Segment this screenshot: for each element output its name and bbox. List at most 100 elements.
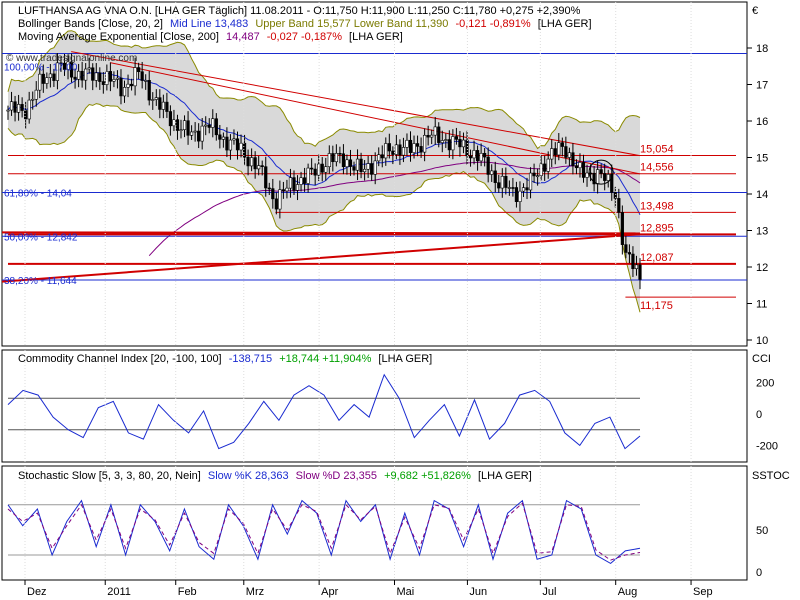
candle-body <box>581 162 586 178</box>
candle-body <box>606 174 610 181</box>
candle-body <box>235 138 240 151</box>
candle-body <box>507 187 511 189</box>
candle-body <box>377 154 381 162</box>
bb-mid: Mid Line 13,483 <box>170 18 248 30</box>
candle-body <box>564 146 568 158</box>
candle-body <box>77 70 81 80</box>
candle-body <box>45 77 49 84</box>
bollinger-upper-line <box>7 30 641 150</box>
candle-body <box>536 175 540 178</box>
bollinger-mid-line <box>7 71 641 216</box>
candle-body <box>543 163 547 172</box>
candle-body <box>221 136 225 140</box>
candle-body <box>465 139 469 157</box>
candle-body <box>500 175 504 189</box>
candle-body <box>366 163 370 170</box>
candle-body <box>560 142 564 147</box>
candle-body <box>94 72 98 81</box>
candle-body <box>204 124 208 127</box>
candle-body <box>253 157 257 170</box>
candle-body <box>387 143 391 152</box>
candle-body <box>193 130 197 133</box>
candle-body <box>504 175 508 188</box>
stoch-change: +9,682 +51,826% <box>384 470 471 482</box>
candle-body <box>147 80 151 101</box>
candle-body <box>574 165 579 169</box>
price-tick-label: 15 <box>756 153 768 165</box>
candle-body <box>408 139 413 153</box>
candle-body <box>16 104 21 113</box>
level-label: 15,054 <box>640 144 674 156</box>
candle-body <box>363 168 367 173</box>
candle-body <box>122 87 127 97</box>
candle-body <box>232 138 236 141</box>
candle-body <box>179 129 183 131</box>
cci-change: +18,744 +11,904% <box>279 353 371 365</box>
candle-body <box>13 101 17 113</box>
candle-body <box>490 170 494 175</box>
candle-body <box>341 153 346 168</box>
candle-body <box>624 244 628 253</box>
candle-body <box>257 165 261 170</box>
level-label: 12,087 <box>640 252 674 264</box>
candle-body <box>274 198 278 210</box>
candle-body <box>447 139 451 151</box>
month-label: Sep <box>693 586 713 598</box>
candle-body <box>373 160 377 175</box>
candle-body <box>115 77 120 80</box>
candle-body <box>338 153 342 155</box>
candle-body <box>91 67 95 81</box>
candle-body <box>24 110 28 120</box>
candle-body <box>511 187 515 189</box>
stoch-tick-label: 0 <box>756 567 762 579</box>
bollinger-band-fill <box>8 30 640 313</box>
svg-text:Stochastic Slow [5, 3, 3, 80,: Stochastic Slow [5, 3, 3, 80, 20, Nein] … <box>18 470 532 482</box>
candle-body <box>603 173 607 181</box>
candle-body <box>98 72 102 82</box>
candle-body <box>285 187 289 192</box>
candle-body <box>48 73 52 78</box>
fib-label: 61,80% - 14,04 <box>4 189 72 200</box>
price-tick-label: 17 <box>756 80 768 92</box>
candle-body <box>430 134 434 138</box>
candle-body <box>415 143 420 147</box>
stoch-title: Stochastic Slow [5, 3, 3, 80, 20, Nein] <box>18 470 201 482</box>
candle-body <box>380 154 384 159</box>
candle-body <box>550 148 554 160</box>
candle-body <box>313 168 317 176</box>
candle-body <box>483 152 487 158</box>
trendline-upper-1 <box>71 51 641 157</box>
candle-body <box>437 126 441 143</box>
price-tick-label: 18 <box>756 43 768 55</box>
stoch-k-line <box>7 499 641 565</box>
candle-body <box>207 124 211 128</box>
candle-body <box>433 126 437 136</box>
bb-title: Bollinger Bands [Close, 20, 2] <box>18 18 163 30</box>
candle-body <box>62 62 67 70</box>
candle-body <box>486 156 490 175</box>
candle-body <box>398 144 402 156</box>
candle-body <box>479 152 483 162</box>
price-tick-label: 16 <box>756 116 768 128</box>
candle-body <box>175 119 180 131</box>
cci-line <box>7 373 641 450</box>
level-line-12-9 <box>1 231 641 235</box>
stoch-axis-label: SSTOC <box>752 470 790 482</box>
axes: 18 17 16 15 14 13 12 11 10 200 0 -200 50 0 Dez 2011 Feb M… <box>24 2 778 598</box>
candle-body <box>571 152 575 166</box>
candle-body <box>34 89 38 100</box>
candle-body <box>345 159 349 168</box>
candle-body <box>165 101 169 112</box>
candle-body <box>596 169 600 185</box>
candle-body <box>20 104 24 111</box>
month-label: Jul <box>542 586 556 598</box>
candle-body <box>352 166 356 171</box>
stoch-plot <box>7 499 641 565</box>
candle-body <box>493 170 497 183</box>
cci-legend: Commodity Channel Index [20, -100, 100] … <box>18 353 771 365</box>
trendline-lower <box>1 233 641 283</box>
candle-body <box>401 147 406 156</box>
candle-body <box>250 157 254 167</box>
candle-body <box>140 71 144 81</box>
